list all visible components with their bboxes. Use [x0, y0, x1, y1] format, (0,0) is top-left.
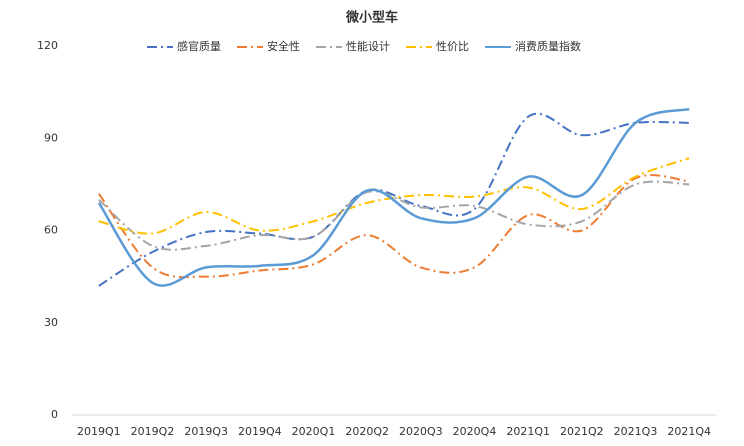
x-tick-label: 2020Q1	[292, 425, 336, 438]
x-tick-label: 2020Q3	[399, 425, 443, 438]
series-line	[98, 180, 690, 251]
y-tick-label: 90	[44, 131, 58, 144]
x-tick-label: 2020Q4	[453, 425, 497, 438]
y-tick-label: 120	[37, 39, 58, 52]
legend-label: 性价比	[436, 39, 469, 53]
series-line	[98, 112, 690, 287]
legend-label: 安全性	[267, 39, 300, 53]
chart-title: 微小型车	[345, 10, 398, 26]
x-tick-label: 2020Q2	[345, 425, 389, 438]
series-line	[98, 174, 690, 279]
x-tick-label: 2019Q4	[238, 425, 282, 438]
legend-label: 性能设计	[346, 39, 390, 53]
x-tick-label: 2021Q3	[614, 425, 658, 438]
legend-label: 感官质量	[177, 39, 221, 53]
x-tick-label: 2019Q3	[184, 425, 228, 438]
x-tick-label: 2021Q1	[506, 425, 550, 438]
x-tick-label: 2021Q2	[560, 425, 604, 438]
y-tick-label: 60	[44, 224, 58, 237]
y-tick-label: 30	[44, 316, 58, 329]
legend-label: 消费质量指数	[515, 39, 581, 53]
x-tick-label: 2019Q2	[131, 425, 175, 438]
y-tick-label: 0	[51, 408, 58, 421]
x-tick-label: 2019Q1	[77, 425, 121, 438]
x-tick-label: 2021Q4	[667, 425, 711, 438]
series-line	[97, 107, 690, 287]
